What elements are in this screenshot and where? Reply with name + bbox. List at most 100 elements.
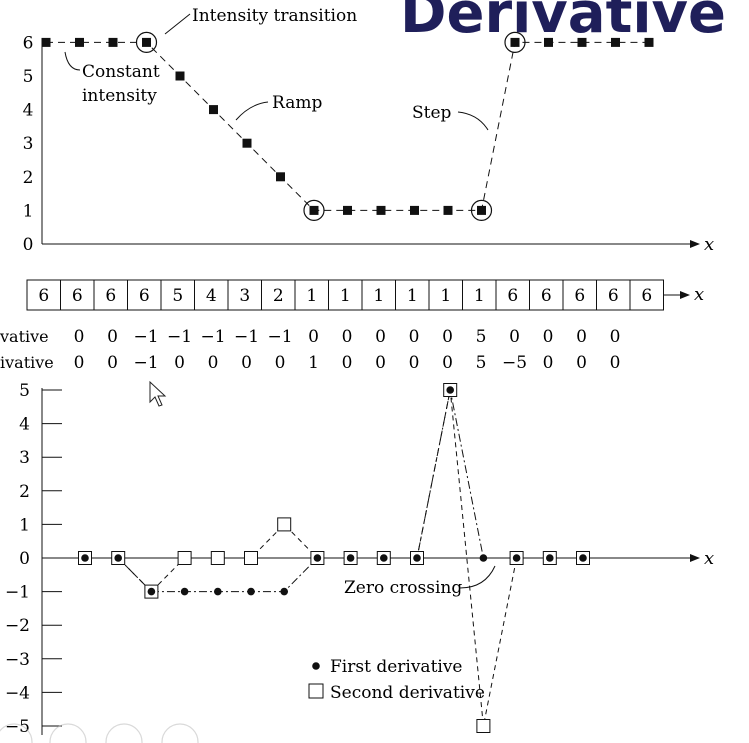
table-arrow xyxy=(680,291,690,299)
profile-point xyxy=(108,37,118,47)
table-cell-value: 1 xyxy=(373,286,384,306)
bottom-x-axis-arrow xyxy=(690,554,700,562)
table-cells: 6 6 6 6 5 4 3 2 1 1 1 1 1 1 6 6 6 6 6 xyxy=(26,279,664,311)
table-cell-value: 1 xyxy=(306,286,317,306)
slide-toolbar[interactable] xyxy=(0,723,199,743)
table-cell-value: 6 xyxy=(608,286,619,306)
first-derivative-point xyxy=(546,554,554,562)
zoom-icon[interactable] xyxy=(105,723,143,743)
table-cell xyxy=(462,279,497,311)
first-derivative-point xyxy=(380,554,388,562)
second-derivative-value: 0 xyxy=(342,353,353,373)
bottom-y-tick-label: −1 xyxy=(5,583,30,603)
second-derivative-point xyxy=(210,551,225,565)
more-options-icon[interactable] xyxy=(161,723,199,743)
annotation-constant: Constant xyxy=(82,62,160,82)
table-cell xyxy=(596,279,631,311)
profile-point xyxy=(544,37,553,47)
table-cell-value: 6 xyxy=(139,286,150,306)
top-y-tick-label: 3 xyxy=(23,134,34,154)
bottom-x-axis-label: x xyxy=(704,548,714,569)
second-derivative-value: 0 xyxy=(241,353,252,373)
profile-point xyxy=(611,37,620,47)
table-cell-value: 4 xyxy=(206,286,217,306)
second-derivative-value: 0 xyxy=(74,353,85,373)
pen-tool-icon[interactable] xyxy=(0,723,33,743)
transition-circle xyxy=(135,31,158,54)
first-derivative-point xyxy=(280,587,289,596)
first-derivative-value: −1 xyxy=(200,327,225,347)
table-cell xyxy=(26,279,61,311)
first-derivative-value: 0 xyxy=(375,327,386,347)
bottom-series xyxy=(78,383,590,733)
table-cell xyxy=(294,279,329,311)
bottom-y-tick-label: 4 xyxy=(19,415,30,435)
annotation-intensity-transition: Intensity transition xyxy=(192,6,357,26)
constant-pointer xyxy=(64,51,81,71)
first-derivative-value: 0 xyxy=(107,327,118,347)
table-cell-value: 3 xyxy=(239,286,250,306)
bottom-y-ticks: 5 4 3 2 1 0 −1 −2 −3 −4 −5 xyxy=(5,381,62,737)
table-cell xyxy=(428,279,463,311)
derivative-rows: 0 0 −1 −1 −1 −1 −1 0 0 0 0 0 5 0 0 0 0 0 0 −1 0 0 0 0 1 0 0 0 0 5 −5 0 0… xyxy=(74,327,621,373)
first-derivative-point xyxy=(413,554,421,562)
first-derivative-point xyxy=(512,554,521,562)
second-derivative-point xyxy=(177,551,192,565)
zero-crossing-pointer xyxy=(459,565,496,589)
first-derivative-value: 0 xyxy=(308,327,319,347)
table-cell-value: 6 xyxy=(72,286,83,306)
table-cell-value: 1 xyxy=(474,286,485,306)
legend-first-derivative: First derivative xyxy=(330,657,463,677)
second-derivative-value: 0 xyxy=(576,353,587,373)
second-derivative-value: 0 xyxy=(275,353,286,373)
bottom-y-tick-label: −5 xyxy=(5,717,30,737)
bottom-y-tick-label: 2 xyxy=(19,482,30,502)
first-derivative-value: −1 xyxy=(167,327,192,347)
legend: First derivative Second derivative xyxy=(308,657,485,703)
second-derivative-point xyxy=(244,551,258,565)
profile-point xyxy=(41,37,51,47)
first-derivative-value: 0 xyxy=(610,327,621,347)
bottom-y-tick-label: 3 xyxy=(19,448,30,468)
transition-circle xyxy=(303,199,325,221)
table-cell-value: 1 xyxy=(440,286,451,306)
second-derivative-value: 0 xyxy=(107,353,118,373)
slides-grid-icon[interactable] xyxy=(49,723,87,743)
bottom-y-tick-label: −4 xyxy=(5,683,30,703)
profile-point xyxy=(510,37,520,47)
table-cell xyxy=(227,279,262,311)
first-derivative-point xyxy=(479,554,488,562)
table-cell-value: 6 xyxy=(541,286,552,306)
table-cell xyxy=(395,279,430,311)
profile-point xyxy=(410,205,419,215)
mouse-cursor-icon xyxy=(149,380,167,407)
transition-circle xyxy=(470,199,493,221)
profile-point xyxy=(209,105,218,115)
first-derivative-point xyxy=(346,554,355,562)
profile-point xyxy=(644,37,654,47)
first-derivative-value: 5 xyxy=(476,327,487,347)
ramp-pointer xyxy=(235,101,269,121)
legend-square-marker xyxy=(308,683,324,699)
table-cell xyxy=(629,279,664,311)
first-derivative-point xyxy=(214,587,222,596)
profile-point xyxy=(343,205,352,215)
first-derivative-point xyxy=(446,386,455,394)
first-derivative-point xyxy=(81,554,89,562)
first-derivative-point xyxy=(247,587,255,596)
top-y-ticks: 0 1 2 3 4 5 6 xyxy=(23,33,34,255)
table-cell-value: 6 xyxy=(574,286,585,306)
first-derivative-value: 0 xyxy=(509,327,520,347)
table-x-label: x xyxy=(694,284,704,305)
profile-point xyxy=(577,37,587,47)
first-derivative-line xyxy=(85,389,583,593)
profile-point xyxy=(75,37,84,47)
first-derivative-value: 0 xyxy=(74,327,85,347)
profile-point xyxy=(309,205,319,215)
first-derivative-value: −1 xyxy=(133,327,158,347)
first-derivative-point xyxy=(114,554,122,562)
second-derivative-value: 1 xyxy=(308,353,319,373)
bottom-y-tick-label: 5 xyxy=(19,381,30,401)
